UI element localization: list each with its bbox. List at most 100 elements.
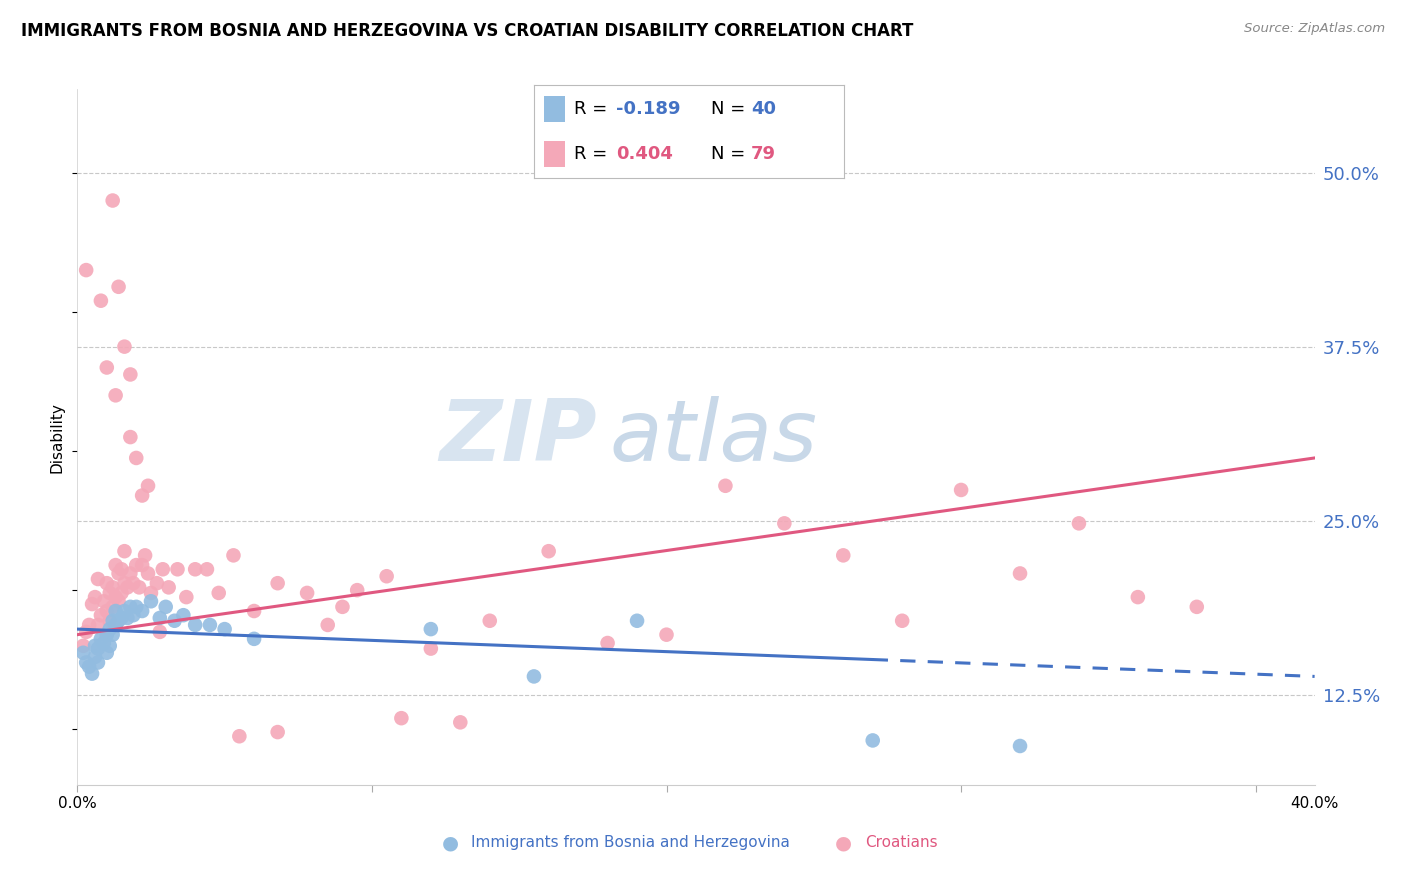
- Text: ●: ●: [441, 833, 458, 853]
- Point: [714, 479, 737, 493]
- Point: [104, 558, 127, 573]
- Point: [184, 618, 207, 632]
- Point: [84, 649, 107, 664]
- Bar: [544, 96, 565, 122]
- Point: [346, 583, 368, 598]
- Point: [96, 604, 118, 618]
- Point: [98, 586, 121, 600]
- Point: [523, 669, 546, 683]
- Point: [214, 622, 236, 636]
- Point: [419, 641, 441, 656]
- Point: [152, 562, 174, 576]
- Point: [96, 360, 118, 375]
- Point: [117, 580, 139, 594]
- Point: [80, 597, 103, 611]
- Point: [626, 614, 648, 628]
- Point: [157, 580, 180, 594]
- Point: [266, 725, 288, 739]
- Point: [114, 604, 136, 618]
- Point: [773, 516, 796, 531]
- Point: [75, 656, 97, 670]
- Point: [131, 489, 153, 503]
- Text: atlas: atlas: [609, 395, 817, 479]
- Point: [84, 590, 107, 604]
- Point: [101, 194, 124, 208]
- Point: [208, 586, 231, 600]
- Point: [832, 549, 855, 563]
- Point: [1008, 566, 1031, 581]
- Point: [122, 608, 145, 623]
- Point: [110, 611, 132, 625]
- Point: [90, 293, 112, 308]
- Point: [136, 566, 159, 581]
- Point: [125, 450, 148, 465]
- Point: [87, 572, 110, 586]
- Point: [72, 639, 94, 653]
- Point: [149, 624, 172, 639]
- Point: [84, 639, 107, 653]
- Point: [1126, 590, 1149, 604]
- Point: [155, 599, 177, 614]
- Point: [136, 479, 159, 493]
- Point: [114, 576, 136, 591]
- Point: [107, 614, 129, 628]
- Point: [87, 618, 110, 632]
- Point: [537, 544, 560, 558]
- Point: [243, 632, 266, 646]
- Point: [316, 618, 339, 632]
- Point: [266, 576, 288, 591]
- Point: [295, 586, 318, 600]
- Point: [122, 576, 145, 591]
- Text: -0.189: -0.189: [616, 100, 681, 118]
- Point: [332, 599, 354, 614]
- Point: [110, 562, 132, 576]
- Point: [891, 614, 914, 628]
- Point: [1067, 516, 1090, 531]
- Point: [1008, 739, 1031, 753]
- Point: [131, 604, 153, 618]
- Text: Croatians: Croatians: [865, 836, 938, 850]
- Point: [198, 618, 221, 632]
- Point: [655, 628, 678, 642]
- Y-axis label: Disability: Disability: [49, 401, 65, 473]
- Point: [101, 628, 124, 642]
- Text: 40: 40: [751, 100, 776, 118]
- Point: [72, 646, 94, 660]
- Point: [90, 608, 112, 623]
- Text: R =: R =: [575, 145, 613, 163]
- Point: [93, 594, 115, 608]
- Point: [80, 666, 103, 681]
- Point: [222, 549, 245, 563]
- Point: [104, 618, 127, 632]
- Point: [104, 388, 127, 402]
- Point: [107, 280, 129, 294]
- Point: [195, 562, 218, 576]
- Point: [90, 632, 112, 646]
- Text: 0.404: 0.404: [616, 145, 673, 163]
- Point: [117, 611, 139, 625]
- Point: [172, 608, 194, 623]
- Point: [96, 646, 118, 660]
- Point: [114, 340, 136, 354]
- Point: [149, 611, 172, 625]
- Point: [139, 586, 162, 600]
- Point: [120, 368, 142, 382]
- Point: [862, 733, 884, 747]
- Text: ●: ●: [835, 833, 852, 853]
- Point: [125, 599, 148, 614]
- Point: [449, 715, 471, 730]
- Point: [107, 566, 129, 581]
- Point: [419, 622, 441, 636]
- Point: [120, 566, 142, 581]
- Point: [120, 599, 142, 614]
- Point: [184, 562, 207, 576]
- Point: [104, 590, 127, 604]
- Text: N =: N =: [710, 100, 751, 118]
- Text: N =: N =: [710, 145, 751, 163]
- Point: [87, 641, 110, 656]
- Text: R =: R =: [575, 100, 613, 118]
- Text: 0.0%: 0.0%: [58, 796, 97, 811]
- Bar: [544, 141, 565, 167]
- Point: [389, 711, 412, 725]
- Point: [128, 580, 150, 594]
